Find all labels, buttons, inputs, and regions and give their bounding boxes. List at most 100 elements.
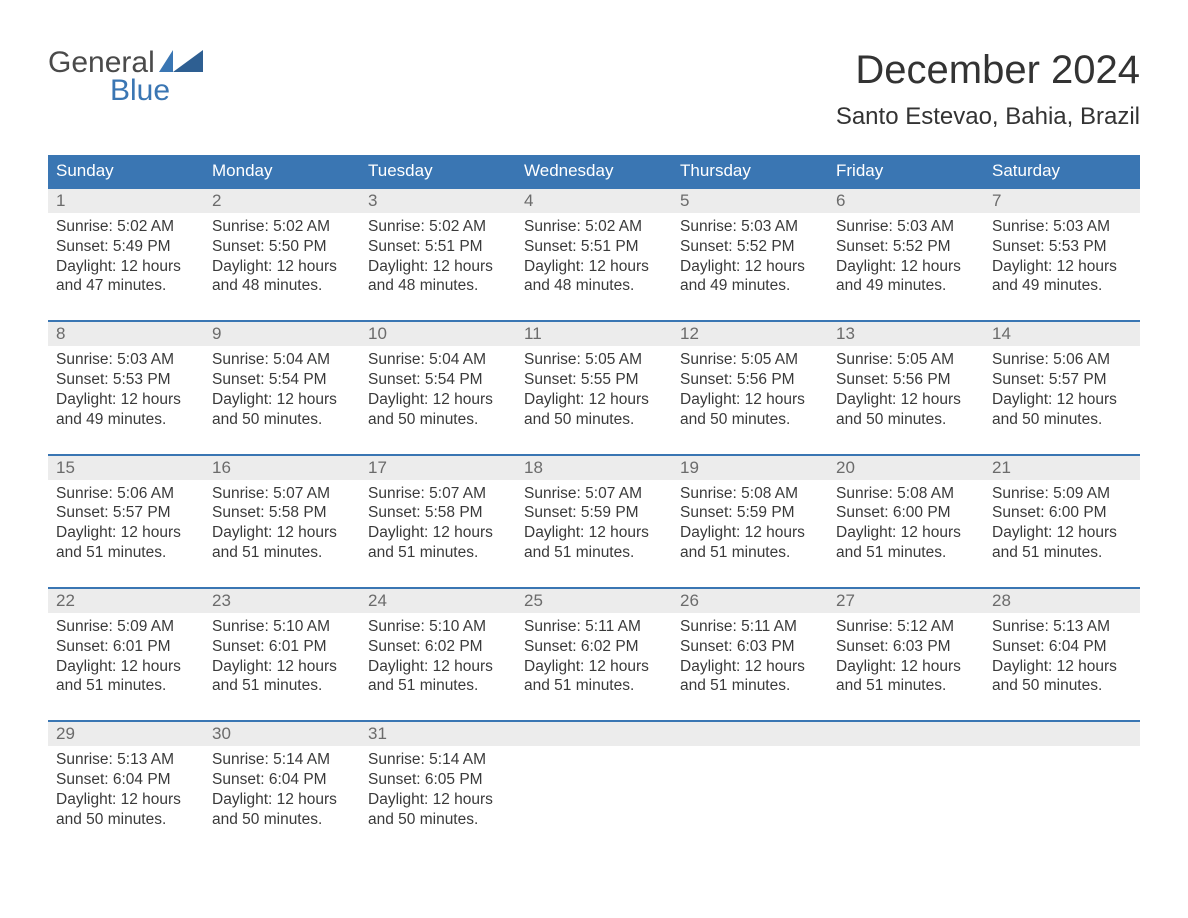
day-cell: Sunrise: 5:11 AMSunset: 6:03 PMDaylight:… [672,613,828,720]
sunrise-line: Sunrise: 5:02 AM [524,217,664,237]
day-cell: Sunrise: 5:02 AMSunset: 5:51 PMDaylight:… [516,213,672,320]
sunset-line: Sunset: 5:57 PM [56,503,196,523]
sunrise-line: Sunrise: 5:07 AM [524,484,664,504]
day-cell: Sunrise: 5:13 AMSunset: 6:04 PMDaylight:… [984,613,1140,720]
day-number: 6 [828,189,984,213]
day-number [672,722,828,746]
day-number: 18 [516,456,672,480]
sunset-line: Sunset: 6:05 PM [368,770,508,790]
sunset-line: Sunset: 5:50 PM [212,237,352,257]
daylight-line-2: and 51 minutes. [992,543,1132,563]
day-cell: Sunrise: 5:04 AMSunset: 5:54 PMDaylight:… [204,346,360,453]
daylight-line-1: Daylight: 12 hours [212,657,352,677]
day-number: 29 [48,722,204,746]
day-cell: Sunrise: 5:05 AMSunset: 5:56 PMDaylight:… [672,346,828,453]
sunrise-line: Sunrise: 5:06 AM [992,350,1132,370]
sunrise-line: Sunrise: 5:04 AM [212,350,352,370]
daylight-line-2: and 51 minutes. [212,676,352,696]
daylight-line-2: and 48 minutes. [212,276,352,296]
day-cell: Sunrise: 5:03 AMSunset: 5:53 PMDaylight:… [48,346,204,453]
daylight-line-1: Daylight: 12 hours [368,390,508,410]
day-cell: Sunrise: 5:02 AMSunset: 5:49 PMDaylight:… [48,213,204,320]
day-cell [828,746,984,853]
day-number: 16 [204,456,360,480]
sunrise-line: Sunrise: 5:11 AM [524,617,664,637]
sunrise-line: Sunrise: 5:02 AM [368,217,508,237]
daylight-line-2: and 49 minutes. [992,276,1132,296]
sunset-line: Sunset: 6:01 PM [212,637,352,657]
sunset-line: Sunset: 5:59 PM [680,503,820,523]
sunset-line: Sunset: 6:01 PM [56,637,196,657]
day-number: 25 [516,589,672,613]
day-number: 13 [828,322,984,346]
day-number [516,722,672,746]
sunrise-line: Sunrise: 5:12 AM [836,617,976,637]
sunset-line: Sunset: 5:51 PM [524,237,664,257]
day-number: 9 [204,322,360,346]
sunrise-line: Sunrise: 5:05 AM [836,350,976,370]
sunset-line: Sunset: 6:00 PM [836,503,976,523]
sunset-line: Sunset: 5:53 PM [992,237,1132,257]
daylight-line-1: Daylight: 12 hours [56,657,196,677]
sunset-line: Sunset: 5:56 PM [836,370,976,390]
day-number: 24 [360,589,516,613]
day-cell: Sunrise: 5:12 AMSunset: 6:03 PMDaylight:… [828,613,984,720]
daylight-line-1: Daylight: 12 hours [524,523,664,543]
day-number: 22 [48,589,204,613]
daylight-line-2: and 50 minutes. [992,410,1132,430]
logo-word-2: Blue [48,76,203,106]
sunset-line: Sunset: 6:02 PM [524,637,664,657]
daylight-line-2: and 50 minutes. [368,410,508,430]
day-number: 11 [516,322,672,346]
daylight-line-2: and 50 minutes. [836,410,976,430]
daylight-line-2: and 51 minutes. [368,676,508,696]
daylight-line-1: Daylight: 12 hours [836,257,976,277]
sunrise-line: Sunrise: 5:13 AM [56,750,196,770]
day-cell: Sunrise: 5:03 AMSunset: 5:52 PMDaylight:… [828,213,984,320]
day-cell [672,746,828,853]
daylight-line-1: Daylight: 12 hours [212,523,352,543]
day-number: 30 [204,722,360,746]
sunset-line: Sunset: 5:59 PM [524,503,664,523]
day-cell: Sunrise: 5:04 AMSunset: 5:54 PMDaylight:… [360,346,516,453]
daylight-line-2: and 51 minutes. [524,543,664,563]
sunrise-line: Sunrise: 5:08 AM [836,484,976,504]
dow-cell: Friday [828,155,984,187]
daylight-line-2: and 50 minutes. [680,410,820,430]
daylight-line-1: Daylight: 12 hours [524,657,664,677]
day-cell: Sunrise: 5:13 AMSunset: 6:04 PMDaylight:… [48,746,204,853]
daylight-line-1: Daylight: 12 hours [212,790,352,810]
daylight-line-2: and 51 minutes. [524,676,664,696]
title-block: December 2024 Santo Estevao, Bahia, Braz… [836,48,1140,131]
daylight-line-1: Daylight: 12 hours [368,790,508,810]
daylight-line-2: and 49 minutes. [836,276,976,296]
day-cell: Sunrise: 5:08 AMSunset: 6:00 PMDaylight:… [828,480,984,587]
sunset-line: Sunset: 5:57 PM [992,370,1132,390]
daylight-line-1: Daylight: 12 hours [212,257,352,277]
day-cell: Sunrise: 5:07 AMSunset: 5:58 PMDaylight:… [360,480,516,587]
day-cell: Sunrise: 5:05 AMSunset: 5:55 PMDaylight:… [516,346,672,453]
daylight-line-1: Daylight: 12 hours [524,257,664,277]
sunset-line: Sunset: 5:51 PM [368,237,508,257]
daylight-line-2: and 51 minutes. [368,543,508,563]
calendar-week: 293031Sunrise: 5:13 AMSunset: 6:04 PMDay… [48,720,1140,853]
sunset-line: Sunset: 5:52 PM [836,237,976,257]
daylight-line-1: Daylight: 12 hours [56,523,196,543]
sunset-line: Sunset: 5:54 PM [368,370,508,390]
sunrise-line: Sunrise: 5:03 AM [992,217,1132,237]
dow-cell: Saturday [984,155,1140,187]
sunrise-line: Sunrise: 5:03 AM [680,217,820,237]
daylight-line-2: and 47 minutes. [56,276,196,296]
daylight-line-2: and 51 minutes. [56,543,196,563]
day-cell [984,746,1140,853]
day-number: 26 [672,589,828,613]
day-cell: Sunrise: 5:14 AMSunset: 6:04 PMDaylight:… [204,746,360,853]
day-cell: Sunrise: 5:07 AMSunset: 5:58 PMDaylight:… [204,480,360,587]
sunrise-line: Sunrise: 5:14 AM [212,750,352,770]
day-cell: Sunrise: 5:02 AMSunset: 5:50 PMDaylight:… [204,213,360,320]
day-cell: Sunrise: 5:09 AMSunset: 6:01 PMDaylight:… [48,613,204,720]
dow-cell: Tuesday [360,155,516,187]
calendar-week: 1234567Sunrise: 5:02 AMSunset: 5:49 PMDa… [48,187,1140,320]
daylight-line-2: and 48 minutes. [368,276,508,296]
day-number: 10 [360,322,516,346]
